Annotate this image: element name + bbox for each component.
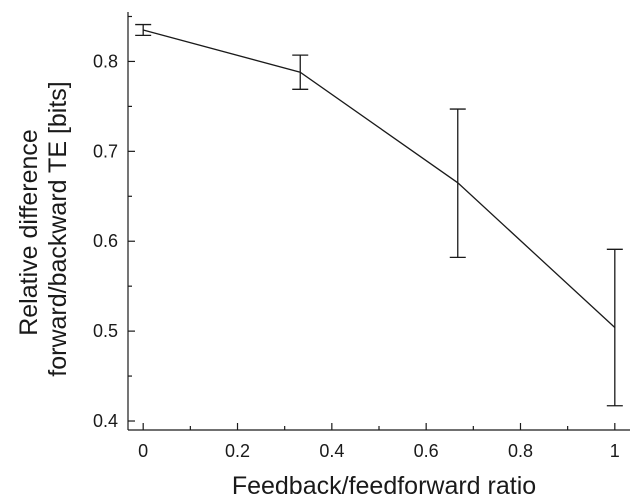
x-axis-title: Feedback/feedforward ratio: [232, 472, 536, 499]
y-axis-ticks: 0.4 0.5 0.6 0.7 0.8: [93, 15, 135, 431]
series-line: [143, 29, 616, 328]
error-bar: [606, 248, 623, 407]
y-axis-title-line-1: Relative difference: [15, 129, 43, 336]
x-tick-label: 0.4: [319, 441, 344, 461]
error-bar: [292, 54, 309, 90]
x-tick-label: 0.8: [508, 441, 533, 461]
y-tick-label: 0.4: [93, 411, 118, 431]
error-bar: [449, 108, 466, 259]
x-tick-label: 1: [610, 441, 620, 461]
plot-area: 0.4 0.5 0.6 0.7 0.8 0 0.2 0.4 0.6 0.8 1: [93, 12, 630, 461]
y-tick-label: 0.6: [93, 231, 118, 251]
y-axis-title-line-2: forward/backward TE [bits]: [44, 81, 72, 376]
error-bar: [135, 23, 152, 37]
x-tick-label: 0.6: [414, 441, 439, 461]
x-tick-label: 0.2: [225, 441, 250, 461]
y-axis-title: Relative difference forward/backward TE …: [15, 81, 72, 376]
x-tick-label: 0: [138, 441, 148, 461]
series-layer: [135, 23, 623, 407]
x-axis-ticks: 0 0.2 0.4 0.6 0.8 1: [138, 423, 620, 461]
y-tick-label: 0.5: [93, 321, 118, 341]
y-tick-label: 0.7: [93, 141, 118, 161]
y-tick-label: 0.8: [93, 51, 118, 71]
